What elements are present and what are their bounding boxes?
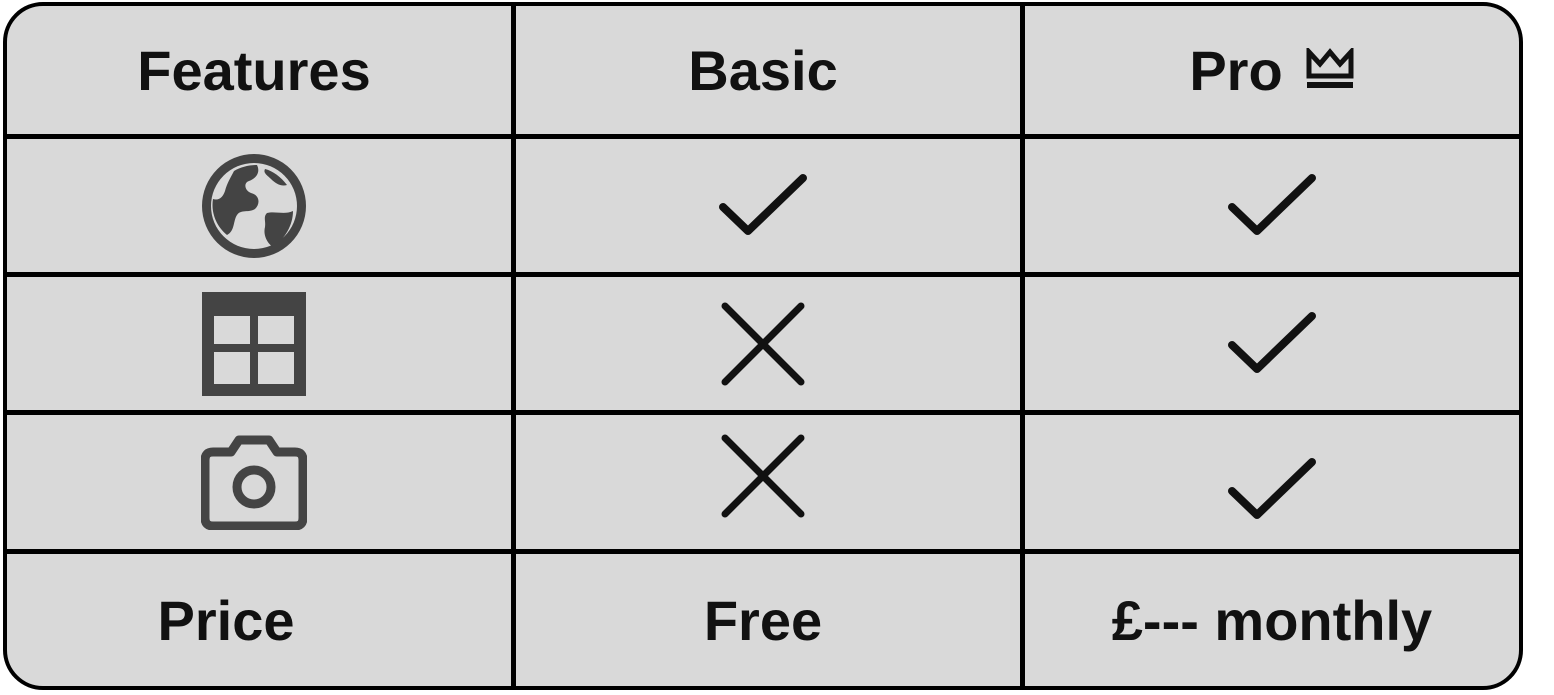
row-divider [7,549,1519,554]
feature-cell [7,139,501,272]
pro-price: £--- monthly [1111,588,1433,652]
features-header: Features [137,38,371,102]
check-icon [1227,311,1317,377]
column-divider [1020,6,1025,686]
header-features-cell: Features [7,6,501,134]
column-divider [511,6,516,686]
pricing-comparison-table: Features Basic Pro [3,2,1523,690]
pro-price-cell: £--- monthly [1025,554,1519,686]
pro-header: Pro [1189,38,1283,102]
feature-cell [7,277,501,410]
basic-feature-cell [516,139,1010,272]
pro-feature-cell [1025,415,1519,549]
crown-icon [1305,48,1355,92]
basic-price: Free [703,588,823,652]
pro-feature-cell [1025,277,1519,410]
row-divider [7,410,1519,415]
globe-icon [201,153,307,259]
basic-feature-cell [516,277,1010,410]
pro-feature-cell [1025,139,1519,272]
grid-table-icon [202,291,306,396]
check-icon [1227,457,1317,523]
row-divider [7,272,1519,277]
check-icon [1227,173,1317,239]
check-icon [718,173,808,239]
basic-price-cell: Free [516,554,1010,686]
row-divider [7,134,1519,139]
cross-icon [720,301,806,387]
camera-icon [201,434,307,530]
feature-cell [7,415,501,549]
cross-icon [720,433,806,519]
header-basic-cell: Basic [516,6,1010,134]
header-pro-cell: Pro [1025,6,1519,134]
price-label: Price [157,588,295,652]
basic-feature-cell [516,415,1010,549]
basic-header: Basic [688,38,838,102]
price-label-cell: Price [7,554,445,686]
